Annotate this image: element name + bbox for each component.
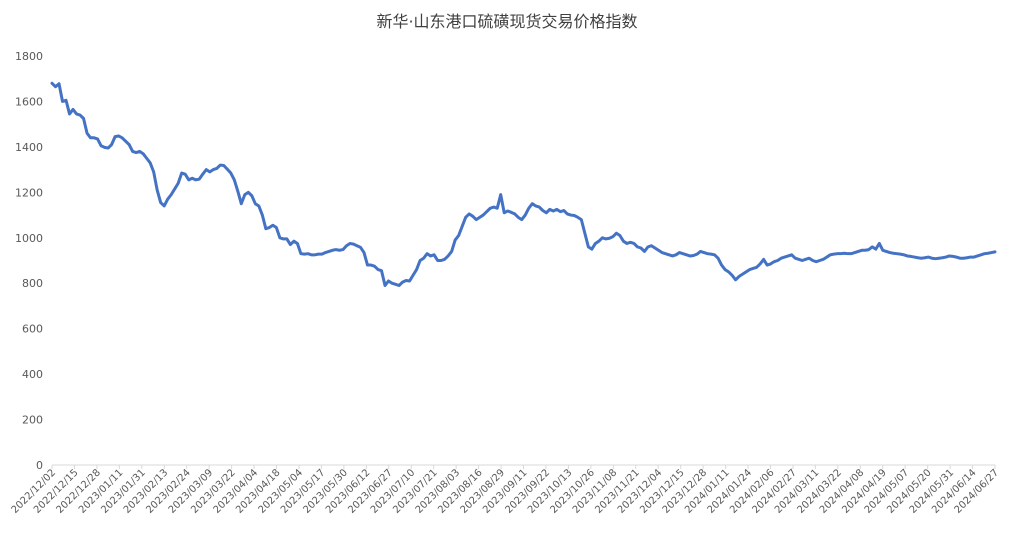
y-tick-label: 1800 (15, 50, 43, 63)
y-axis-ticks: 0 200 400 600 800 1000 1200 1400 1600 1800 (15, 50, 43, 472)
x-axis-ticks: 2022/12/022022/12/152022/12/282023/01/11… (10, 465, 1001, 516)
y-tick-label: 800 (22, 277, 43, 290)
y-tick-label: 1600 (15, 95, 43, 108)
y-tick-label: 0 (36, 459, 43, 472)
y-tick-label: 400 (22, 368, 43, 381)
y-tick-label: 200 (22, 414, 43, 427)
series-line (50, 81, 997, 287)
chart-title: 新华·山东港口硫磺现货交易价格指数 (376, 12, 637, 31)
y-tick-label: 600 (22, 323, 43, 336)
y-tick-label: 1000 (15, 232, 43, 245)
y-tick-label: 1400 (15, 141, 43, 154)
y-tick-label: 1200 (15, 186, 43, 199)
